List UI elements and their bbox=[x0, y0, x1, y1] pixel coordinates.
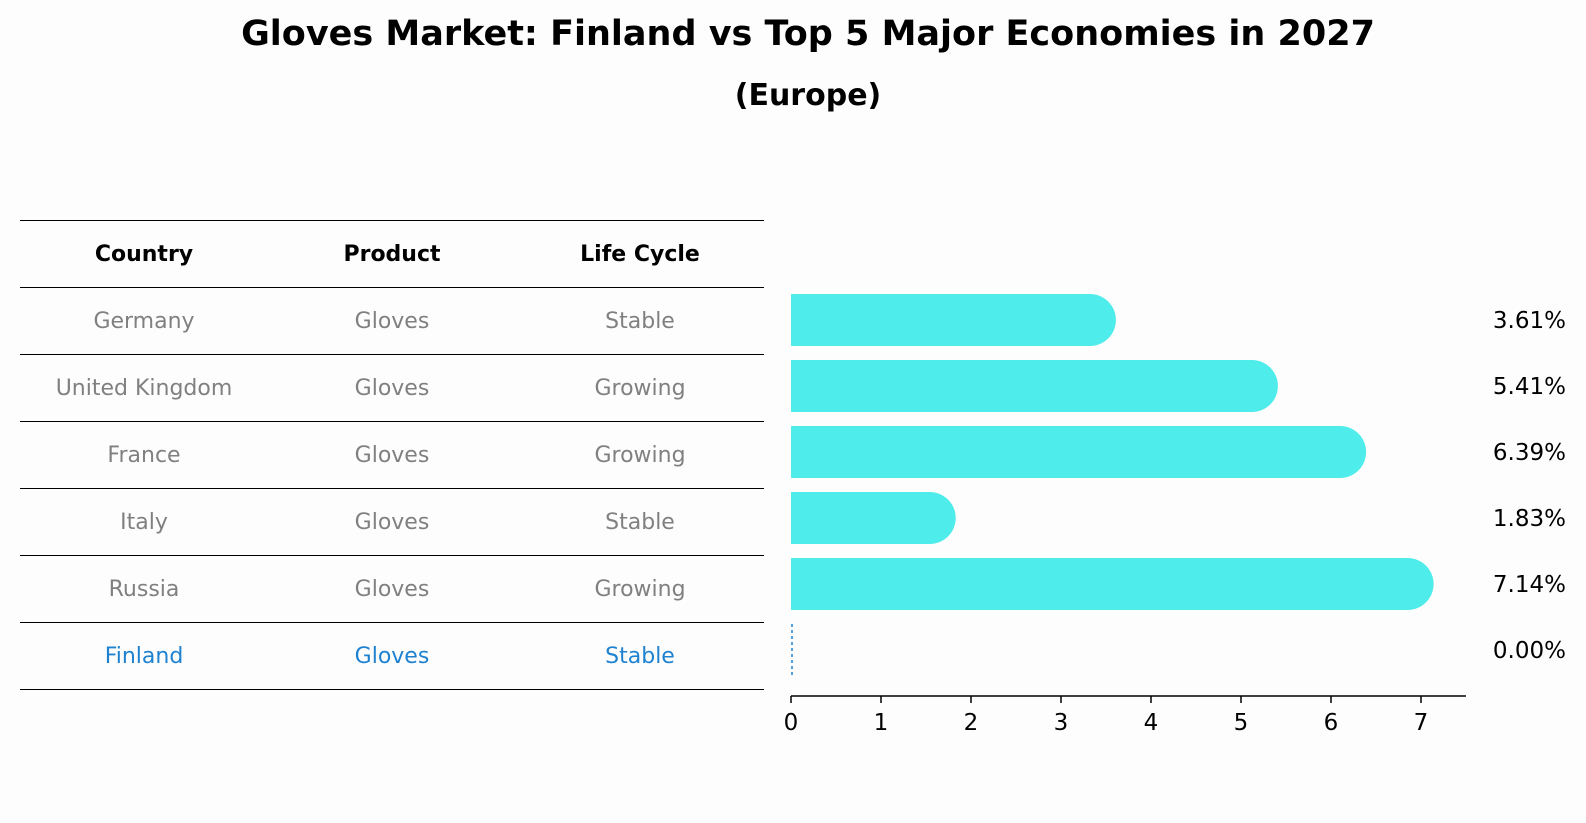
x-tick-label: 4 bbox=[1144, 710, 1159, 736]
cell-life-cycle: Growing bbox=[594, 442, 686, 468]
table-row: Germany Gloves Stable bbox=[20, 287, 764, 354]
value-label: 1.83% bbox=[1493, 506, 1566, 532]
value-labels-group: 3.61% 5.41% 6.39% 1.83% 7.14% 0.00% bbox=[1493, 308, 1566, 664]
x-tick-label: 2 bbox=[964, 710, 979, 736]
value-label: 6.39% bbox=[1493, 440, 1566, 466]
cell-product: Gloves bbox=[354, 643, 430, 669]
value-label: 3.61% bbox=[1493, 308, 1566, 334]
x-tick-label: 7 bbox=[1414, 710, 1429, 736]
cell-product: Gloves bbox=[354, 442, 430, 468]
cell-country: Finland bbox=[104, 643, 184, 669]
table-row: Italy Gloves Stable bbox=[20, 488, 764, 555]
bars-group bbox=[791, 294, 1434, 676]
table-row: Russia Gloves Growing bbox=[20, 555, 764, 622]
chart-title: Gloves Market: Finland vs Top 5 Major Ec… bbox=[241, 14, 1375, 54]
cell-country: United Kingdom bbox=[55, 375, 233, 401]
table-row: United Kingdom Gloves Growing bbox=[20, 354, 764, 421]
bar bbox=[791, 426, 1367, 478]
bar bbox=[791, 492, 956, 544]
country-table: Country Product Life Cycle Germany Glove… bbox=[20, 220, 764, 690]
cell-product: Gloves bbox=[354, 308, 430, 334]
header-life-cycle: Life Cycle bbox=[580, 241, 700, 267]
x-tick-label: 3 bbox=[1054, 710, 1069, 736]
bar bbox=[791, 558, 1434, 610]
header-country: Country bbox=[94, 241, 194, 267]
table-header-row: Country Product Life Cycle bbox=[20, 220, 764, 287]
chart-subtitle: (Europe) bbox=[734, 78, 882, 113]
bar bbox=[791, 294, 1116, 346]
cell-country: France bbox=[107, 442, 181, 468]
cell-life-cycle: Stable bbox=[605, 643, 675, 669]
x-tick-label: 1 bbox=[874, 710, 889, 736]
cell-country: Russia bbox=[108, 576, 180, 602]
bar bbox=[791, 360, 1278, 412]
cell-country: Germany bbox=[93, 308, 195, 334]
value-label: 0.00% bbox=[1493, 638, 1566, 664]
value-label: 5.41% bbox=[1493, 374, 1566, 400]
x-tick-label: 6 bbox=[1324, 710, 1339, 736]
cell-country: Italy bbox=[120, 509, 168, 535]
value-label: 7.14% bbox=[1493, 572, 1566, 598]
x-tick-label: 5 bbox=[1234, 710, 1249, 736]
cell-life-cycle: Growing bbox=[594, 375, 686, 401]
x-tick-label: 0 bbox=[784, 710, 799, 736]
cell-life-cycle: Stable bbox=[605, 509, 675, 535]
table-row-highlight: Finland Gloves Stable bbox=[20, 622, 764, 690]
cell-product: Gloves bbox=[354, 509, 430, 535]
table-row: France Gloves Growing bbox=[20, 421, 764, 488]
cell-life-cycle: Growing bbox=[594, 576, 686, 602]
cell-life-cycle: Stable bbox=[605, 308, 675, 334]
header-product: Product bbox=[343, 241, 441, 267]
cell-product: Gloves bbox=[354, 576, 430, 602]
x-axis: 0 1 2 3 4 5 6 7 bbox=[784, 695, 1466, 736]
cell-product: Gloves bbox=[354, 375, 430, 401]
